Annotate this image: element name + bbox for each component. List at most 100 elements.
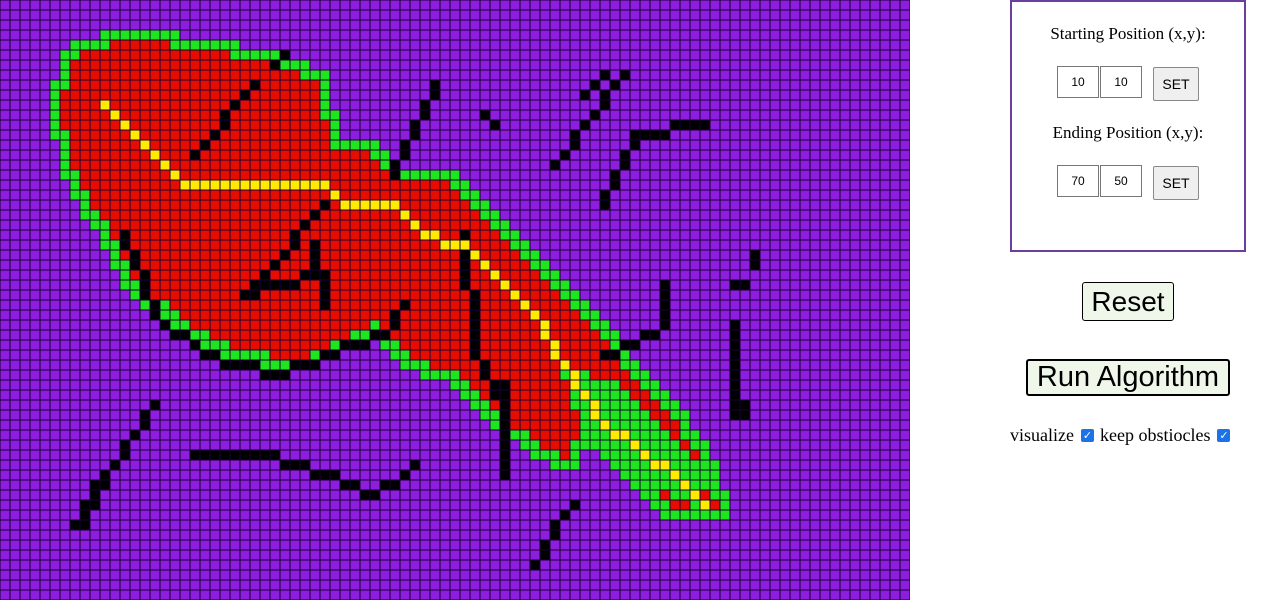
path-cell[interactable]	[330, 190, 340, 200]
empty-cell[interactable]	[470, 90, 480, 100]
empty-cell[interactable]	[430, 100, 440, 110]
empty-cell[interactable]	[670, 180, 680, 190]
frontier-cell[interactable]	[710, 470, 720, 480]
empty-cell[interactable]	[390, 10, 400, 20]
empty-cell[interactable]	[790, 100, 800, 110]
empty-cell[interactable]	[880, 170, 890, 180]
empty-cell[interactable]	[700, 320, 710, 330]
empty-cell[interactable]	[240, 500, 250, 510]
empty-cell[interactable]	[0, 10, 10, 20]
empty-cell[interactable]	[10, 390, 20, 400]
empty-cell[interactable]	[410, 470, 420, 480]
empty-cell[interactable]	[10, 510, 20, 520]
empty-cell[interactable]	[740, 510, 750, 520]
empty-cell[interactable]	[210, 490, 220, 500]
empty-cell[interactable]	[650, 520, 660, 530]
frontier-cell[interactable]	[220, 40, 230, 50]
visited-cell[interactable]	[300, 230, 310, 240]
visited-cell[interactable]	[440, 330, 450, 340]
frontier-cell[interactable]	[270, 50, 280, 60]
empty-cell[interactable]	[460, 80, 470, 90]
empty-cell[interactable]	[530, 130, 540, 140]
empty-cell[interactable]	[570, 180, 580, 190]
empty-cell[interactable]	[870, 430, 880, 440]
frontier-cell[interactable]	[660, 500, 670, 510]
empty-cell[interactable]	[740, 330, 750, 340]
empty-cell[interactable]	[760, 300, 770, 310]
frontier-cell[interactable]	[320, 90, 330, 100]
empty-cell[interactable]	[760, 190, 770, 200]
visited-cell[interactable]	[140, 120, 150, 130]
visited-cell[interactable]	[560, 440, 570, 450]
empty-cell[interactable]	[720, 540, 730, 550]
empty-cell[interactable]	[680, 350, 690, 360]
empty-cell[interactable]	[800, 290, 810, 300]
empty-cell[interactable]	[700, 400, 710, 410]
visited-cell[interactable]	[200, 270, 210, 280]
empty-cell[interactable]	[0, 490, 10, 500]
visited-cell[interactable]	[400, 280, 410, 290]
wall-cell[interactable]	[240, 450, 250, 460]
empty-cell[interactable]	[890, 240, 900, 250]
empty-cell[interactable]	[840, 10, 850, 20]
empty-cell[interactable]	[520, 230, 530, 240]
wall-cell[interactable]	[290, 230, 300, 240]
visited-cell[interactable]	[260, 240, 270, 250]
visited-cell[interactable]	[270, 350, 280, 360]
visited-cell[interactable]	[200, 50, 210, 60]
empty-cell[interactable]	[770, 190, 780, 200]
empty-cell[interactable]	[540, 160, 550, 170]
empty-cell[interactable]	[380, 450, 390, 460]
wall-cell[interactable]	[550, 160, 560, 170]
empty-cell[interactable]	[890, 290, 900, 300]
empty-cell[interactable]	[430, 540, 440, 550]
empty-cell[interactable]	[650, 140, 660, 150]
empty-cell[interactable]	[540, 220, 550, 230]
empty-cell[interactable]	[800, 510, 810, 520]
empty-cell[interactable]	[380, 100, 390, 110]
visited-cell[interactable]	[280, 320, 290, 330]
empty-cell[interactable]	[820, 60, 830, 70]
empty-cell[interactable]	[370, 500, 380, 510]
empty-cell[interactable]	[810, 110, 820, 120]
empty-cell[interactable]	[700, 60, 710, 70]
visited-cell[interactable]	[250, 240, 260, 250]
frontier-cell[interactable]	[510, 240, 520, 250]
visited-cell[interactable]	[330, 230, 340, 240]
visited-cell[interactable]	[290, 210, 300, 220]
empty-cell[interactable]	[650, 300, 660, 310]
empty-cell[interactable]	[680, 130, 690, 140]
empty-cell[interactable]	[750, 0, 760, 10]
frontier-cell[interactable]	[660, 450, 670, 460]
empty-cell[interactable]	[830, 260, 840, 270]
empty-cell[interactable]	[100, 270, 110, 280]
visited-cell[interactable]	[290, 120, 300, 130]
wall-cell[interactable]	[90, 480, 100, 490]
empty-cell[interactable]	[670, 50, 680, 60]
empty-cell[interactable]	[40, 470, 50, 480]
empty-cell[interactable]	[280, 420, 290, 430]
empty-cell[interactable]	[640, 110, 650, 120]
visited-cell[interactable]	[160, 250, 170, 260]
empty-cell[interactable]	[880, 70, 890, 80]
empty-cell[interactable]	[480, 510, 490, 520]
visited-cell[interactable]	[160, 60, 170, 70]
empty-cell[interactable]	[460, 130, 470, 140]
empty-cell[interactable]	[870, 230, 880, 240]
empty-cell[interactable]	[50, 320, 60, 330]
empty-cell[interactable]	[350, 110, 360, 120]
path-cell[interactable]	[400, 210, 410, 220]
empty-cell[interactable]	[770, 80, 780, 90]
empty-cell[interactable]	[680, 50, 690, 60]
empty-cell[interactable]	[440, 40, 450, 50]
empty-cell[interactable]	[570, 470, 580, 480]
visited-cell[interactable]	[450, 340, 460, 350]
empty-cell[interactable]	[760, 0, 770, 10]
visited-cell[interactable]	[360, 320, 370, 330]
frontier-cell[interactable]	[630, 410, 640, 420]
empty-cell[interactable]	[520, 50, 530, 60]
empty-cell[interactable]	[520, 100, 530, 110]
empty-cell[interactable]	[130, 370, 140, 380]
empty-cell[interactable]	[750, 70, 760, 80]
wall-cell[interactable]	[120, 440, 130, 450]
